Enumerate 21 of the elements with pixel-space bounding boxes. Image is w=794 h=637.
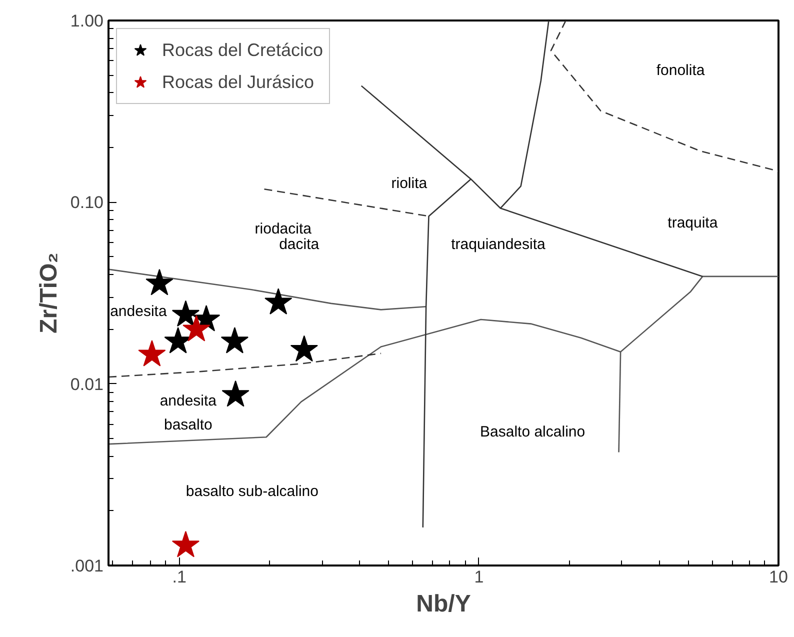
y-tick-label: .001 [70, 556, 104, 576]
legend-label: Rocas del Jurásico [162, 72, 314, 92]
x-axis-title: Nb/Y [416, 590, 471, 618]
annotation: basalto sub-alcalino [186, 482, 318, 500]
y-tick-label: 1.00 [70, 12, 104, 30]
annotation: dacita [279, 236, 320, 253]
y-tick-label: 0.10 [70, 193, 104, 212]
y-axis-title: Zr/TiO₂ [35, 252, 62, 334]
annotation: riolita [391, 174, 428, 192]
annotation: traquiandesita [451, 236, 546, 253]
annotation: andesita basalto [160, 392, 218, 434]
x-tick-label: 10 [769, 568, 788, 586]
legend-label: Rocas del Cretácico [162, 40, 324, 60]
annotation: fonolita [656, 62, 706, 80]
y-tick-label: 0.01 [70, 374, 104, 394]
x-tick-label: 1 [474, 568, 484, 586]
annotation: riodacita [254, 220, 312, 238]
annotation: Basalto alcalino [480, 424, 586, 441]
annotation: andesita [110, 303, 168, 320]
annotation: traquita [668, 214, 718, 232]
x-tick-label: .1 [172, 568, 186, 586]
